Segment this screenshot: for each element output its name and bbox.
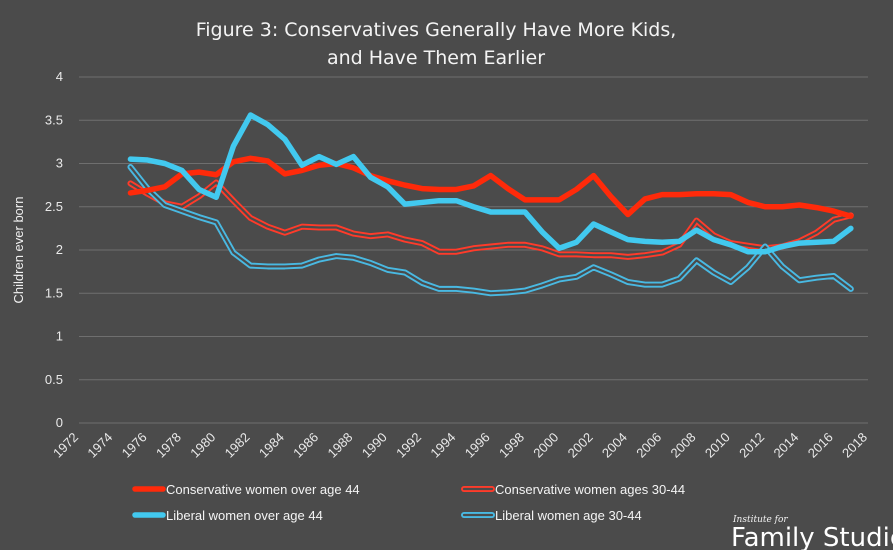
- y-axis-title: Children ever born: [11, 197, 26, 304]
- y-tick-label-3: 1.5: [45, 285, 63, 300]
- y-axis-tick-labels: 0 0.5 1 1.5 2 2.5 3 3.5 4: [45, 69, 63, 430]
- legend: Conservative women over age 44 Conservati…: [132, 482, 685, 523]
- series-layer: [127, 112, 854, 297]
- series-2-line: [127, 112, 854, 255]
- y-tick-label-0: 0: [56, 415, 63, 430]
- chart-title-line-2: and Have Them Earlier: [327, 47, 545, 69]
- legend-label-2: Liberal women over age 44: [166, 508, 323, 523]
- legend-label-0: Conservative women over age 44: [166, 482, 360, 497]
- legend-item-2: Liberal women over age 44: [132, 508, 323, 523]
- legend-label-3: Liberal women age 30-44: [495, 508, 642, 523]
- series-2: [127, 112, 854, 255]
- y-tick-label-2: 1: [56, 329, 63, 344]
- y-tick-label-6: 3: [56, 156, 63, 171]
- y-tick-label-7: 3.5: [45, 112, 63, 127]
- y-tick-label-1: 0.5: [45, 372, 63, 387]
- chart-title-line-1: Figure 3: Conservatives Generally Have M…: [196, 19, 677, 41]
- series-3: [127, 163, 854, 297]
- legend-item-1: Conservative women ages 30-44: [461, 482, 685, 497]
- y-tick-label-8: 4: [56, 69, 63, 84]
- logo-small-text: Institute for: [732, 515, 788, 525]
- series-0: [127, 155, 854, 220]
- legend-item-3: Liberal women age 30-44: [461, 508, 642, 523]
- series-3-inner-gap: [129, 165, 852, 295]
- y-tick-label-5: 2.5: [45, 199, 63, 214]
- legend-item-0: Conservative women over age 44: [132, 482, 360, 497]
- series-0-line: [127, 155, 854, 220]
- y-tick-label-4: 2: [56, 242, 63, 257]
- legend-label-1: Conservative women ages 30-44: [495, 482, 685, 497]
- logo-main-text: Family Studies: [731, 523, 893, 550]
